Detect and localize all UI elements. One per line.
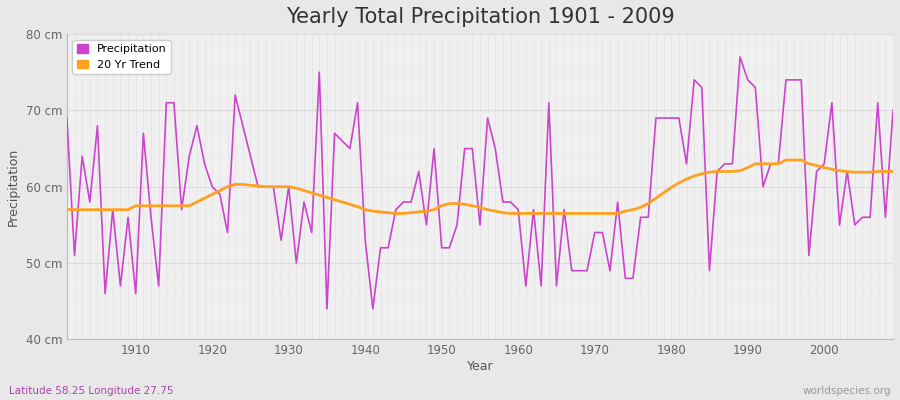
Title: Yearly Total Precipitation 1901 - 2009: Yearly Total Precipitation 1901 - 2009 <box>285 7 674 27</box>
Text: Latitude 58.25 Longitude 27.75: Latitude 58.25 Longitude 27.75 <box>9 386 174 396</box>
Y-axis label: Precipitation: Precipitation <box>7 148 20 226</box>
Text: worldspecies.org: worldspecies.org <box>803 386 891 396</box>
X-axis label: Year: Year <box>466 360 493 373</box>
Legend: Precipitation, 20 Yr Trend: Precipitation, 20 Yr Trend <box>72 40 171 74</box>
